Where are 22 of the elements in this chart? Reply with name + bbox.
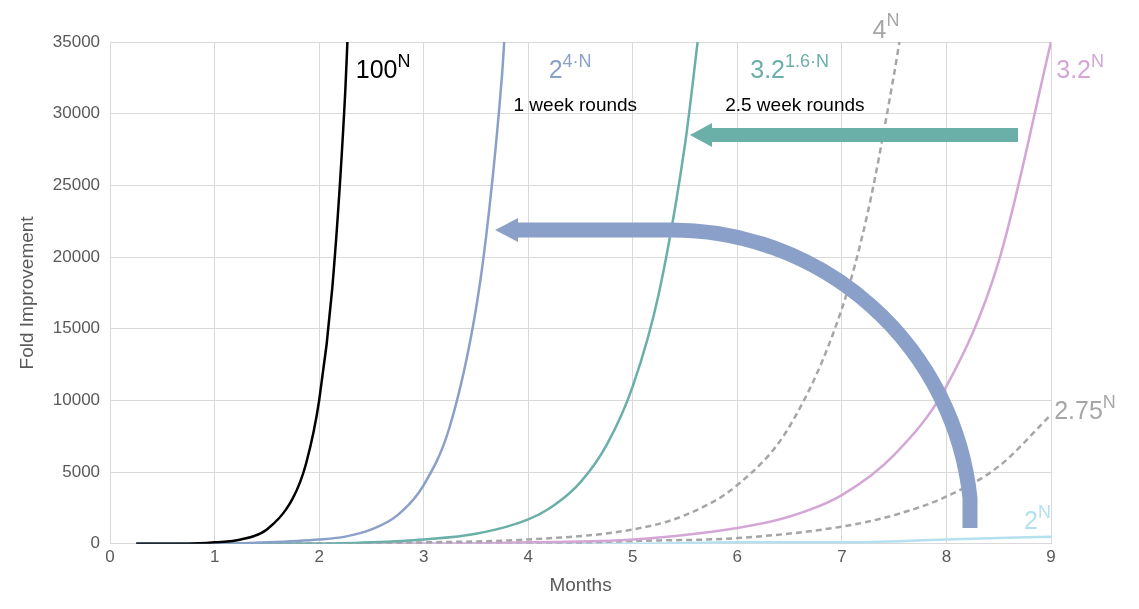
x-tick-label: 6 [732, 546, 743, 566]
y-tick-label: 20000 [52, 246, 101, 266]
x-tick-label: 3 [418, 546, 429, 566]
x-tick-label: 4 [523, 546, 533, 566]
x-tick-label: 0 [105, 546, 115, 566]
y-tick-label: 10000 [52, 390, 101, 410]
x-tick-label: 2 [314, 546, 324, 566]
y-tick-label: 25000 [52, 175, 101, 195]
x-tick-label: 5 [628, 546, 638, 566]
y-tick-label: 30000 [52, 103, 101, 123]
x-tick-label: 8 [941, 546, 952, 566]
x-tick-label: 7 [837, 546, 847, 566]
y-tick-label: 15000 [52, 318, 101, 338]
x-tick-label: 1 [209, 546, 220, 566]
y-axis-title: Fold Improvement [15, 215, 37, 370]
annotation: 1 week rounds [513, 93, 638, 115]
y-tick-label: 0 [90, 533, 101, 553]
y-tick-label: 35000 [52, 31, 101, 51]
y-tick-label: 5000 [62, 461, 101, 481]
x-tick-label: 9 [1046, 546, 1056, 566]
annotation: 2.5 week rounds [725, 93, 865, 115]
x-axis-title: Months [549, 573, 612, 595]
